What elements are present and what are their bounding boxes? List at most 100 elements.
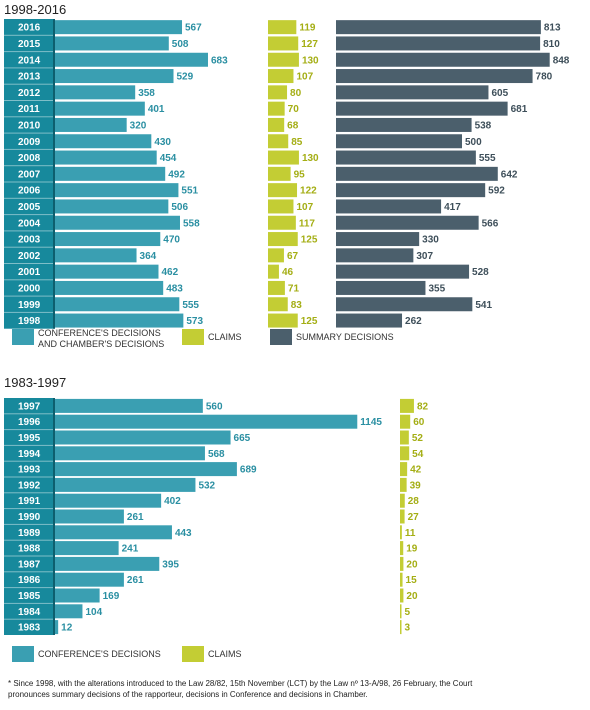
chart1-value-label-claims: 130 bbox=[302, 153, 319, 164]
chart2-value-label-claims: 52 bbox=[412, 433, 424, 444]
chart1-bar-summary bbox=[336, 150, 476, 165]
chart1-row-separator bbox=[4, 100, 53, 101]
chart1-value-label-summary: 262 bbox=[405, 316, 422, 327]
chart1-bar-decisions bbox=[55, 36, 169, 51]
chart1-bar-decisions bbox=[55, 150, 157, 165]
chart2-bar-claims bbox=[400, 414, 411, 429]
chart2-year-label: 1984 bbox=[18, 607, 41, 618]
chart1-year-label: 2006 bbox=[18, 186, 41, 197]
chart1-year-label: 1998 bbox=[18, 316, 41, 327]
chart2-row-separator bbox=[4, 602, 53, 604]
chart2-bar-decisions bbox=[55, 462, 237, 477]
chart2-row-separator bbox=[4, 444, 53, 446]
chart1-year-label: 2008 bbox=[18, 153, 41, 164]
chart1-value-label-claims: 125 bbox=[301, 316, 318, 327]
chart1-bar-claims bbox=[268, 85, 288, 100]
chart2-year-label: 1990 bbox=[18, 512, 41, 523]
chart1-bar-summary bbox=[336, 199, 442, 214]
chart1-bar-summary bbox=[336, 264, 470, 279]
chart2-row-separator bbox=[4, 587, 53, 589]
chart2-value-label-decisions: 443 bbox=[175, 528, 192, 539]
chart2-year-divider bbox=[53, 398, 55, 635]
chart1-bar-decisions bbox=[55, 264, 159, 279]
chart1-year-label: 2005 bbox=[18, 202, 41, 213]
chart1-value-label-claims: 119 bbox=[299, 23, 316, 34]
chart1-row-separator bbox=[4, 311, 53, 313]
chart2-row-separator bbox=[4, 571, 53, 573]
chart1-bar-decisions bbox=[55, 313, 184, 328]
chart2-title: 1983-1997 bbox=[4, 375, 66, 390]
chart1-bar-decisions bbox=[55, 297, 180, 312]
chart1-bar-summary bbox=[336, 313, 403, 328]
chart2-row-separator bbox=[4, 555, 53, 557]
chart1-year-label: 2002 bbox=[18, 251, 41, 262]
legend1-decisions-label-2: AND CHAMBER'S DECISIONS bbox=[38, 339, 164, 349]
chart1-year-label: 2016 bbox=[18, 23, 41, 34]
chart1-value-label-claims: 117 bbox=[299, 218, 316, 229]
chart1-value-label-decisions: 506 bbox=[171, 202, 188, 213]
chart1-bar-claims bbox=[268, 199, 294, 214]
chart1-bar-decisions bbox=[55, 215, 180, 230]
chart1-bar-claims bbox=[268, 20, 297, 35]
chart2-bar-claims bbox=[400, 430, 409, 445]
chart1-value-label-claims: 130 bbox=[302, 55, 319, 66]
chart1-bar-summary bbox=[336, 134, 462, 149]
chart2-bar-claims bbox=[400, 604, 402, 619]
legend1-decisions-swatch bbox=[12, 329, 34, 345]
footnote-line-1: * Since 1998, with the alterations intro… bbox=[8, 679, 473, 688]
chart1-year-label: 2012 bbox=[18, 88, 41, 99]
chart1-row-separator bbox=[4, 246, 53, 248]
chart1-bar-summary bbox=[336, 85, 489, 100]
chart1-year-label: 2000 bbox=[18, 283, 41, 294]
chart1-value-label-claims: 122 bbox=[300, 186, 317, 197]
chart1-value-label-summary: 813 bbox=[544, 23, 561, 34]
chart1-year-label: 2001 bbox=[18, 267, 41, 278]
chart2-year-label: 1987 bbox=[18, 559, 41, 570]
chart1-value-label-summary: 780 bbox=[536, 72, 553, 83]
chart2-value-label-claims: 11 bbox=[405, 528, 416, 539]
chart2-value-label-decisions: 104 bbox=[85, 607, 102, 618]
chart2-bar-claims bbox=[400, 525, 402, 540]
chart2-bar-claims bbox=[400, 398, 414, 413]
chart1-bar-claims bbox=[268, 36, 299, 51]
chart2-bar-decisions bbox=[55, 588, 100, 603]
chart1-row-separator bbox=[4, 67, 53, 69]
chart2-year-label: 1985 bbox=[18, 591, 41, 602]
chart2-value-label-claims: 39 bbox=[410, 480, 422, 491]
chart1-bar-decisions bbox=[55, 69, 174, 84]
chart1-value-label-decisions: 358 bbox=[138, 88, 155, 99]
chart2-value-label-decisions: 12 bbox=[61, 623, 73, 634]
chart1-bar-claims bbox=[268, 52, 299, 67]
chart1-bar-summary bbox=[336, 215, 479, 230]
chart1-value-label-decisions: 529 bbox=[176, 72, 193, 83]
chart1-row-separator bbox=[4, 83, 53, 85]
chart1-value-label-summary: 528 bbox=[472, 267, 489, 278]
chart1-bar-claims bbox=[268, 117, 285, 132]
chart2-row-separator bbox=[4, 476, 53, 478]
chart1-year-label: 2014 bbox=[18, 55, 41, 66]
chart2-bar-decisions bbox=[55, 541, 119, 556]
chart1-bar-decisions bbox=[55, 166, 166, 181]
chart1-value-label-summary: 566 bbox=[482, 218, 499, 229]
chart1-row-separator bbox=[4, 197, 53, 199]
chart2-value-label-decisions: 1145 bbox=[360, 417, 382, 428]
chart1-value-label-claims: 46 bbox=[282, 267, 294, 278]
chart2-value-label-decisions: 395 bbox=[162, 559, 179, 570]
chart2-value-label-decisions: 689 bbox=[240, 465, 257, 476]
chart1-value-label-decisions: 683 bbox=[211, 55, 228, 66]
chart1-value-label-decisions: 551 bbox=[181, 186, 198, 197]
chart2-year-label: 1993 bbox=[18, 465, 41, 476]
chart2-value-label-claims: 5 bbox=[405, 607, 411, 618]
chart1-year-label: 2003 bbox=[18, 235, 41, 246]
chart1-value-label-summary: 605 bbox=[491, 88, 508, 99]
chart1-bar-summary bbox=[336, 297, 473, 312]
chart1-bar-summary bbox=[336, 52, 550, 67]
chart2-value-label-claims: 20 bbox=[406, 591, 418, 602]
chart2-year-label: 1986 bbox=[18, 575, 41, 586]
chart1-row-separator bbox=[4, 34, 53, 36]
chart1-bar-claims bbox=[268, 280, 285, 295]
chart1-bar-claims bbox=[268, 297, 288, 312]
chart2-value-label-claims: 27 bbox=[408, 512, 420, 523]
chart2-value-label-decisions: 261 bbox=[127, 512, 144, 523]
chart1-row-separator bbox=[4, 51, 53, 53]
